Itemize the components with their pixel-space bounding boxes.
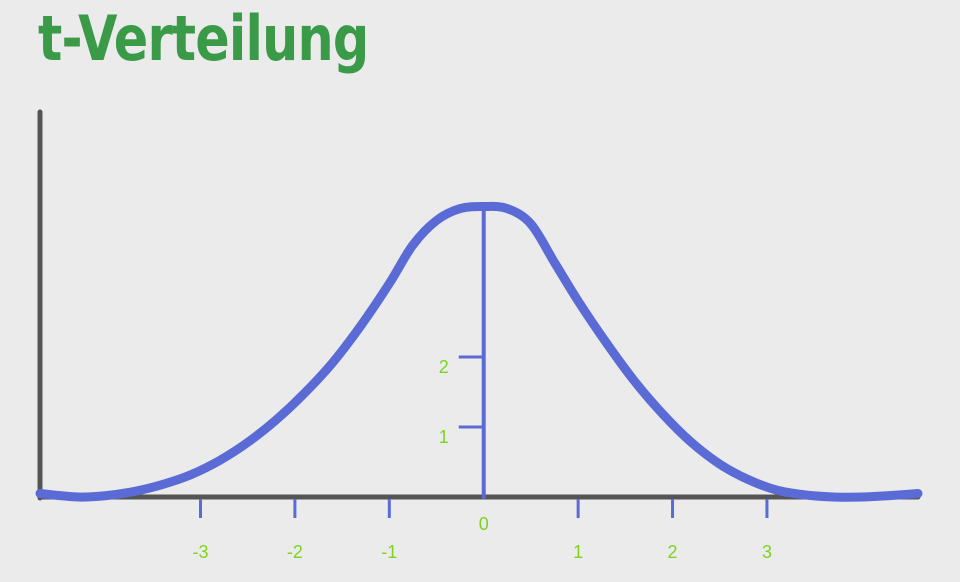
x-tick-label: -1 — [381, 542, 397, 562]
x-tick-label: 1 — [573, 542, 583, 562]
x-tick-label: 3 — [762, 542, 772, 562]
x-tick-labels: -3 -2 -1 0 1 2 3 — [192, 514, 771, 562]
x-tick-label: -2 — [287, 542, 303, 562]
x-ticks — [198, 499, 769, 518]
y-ticks — [458, 355, 484, 429]
x-tick-label: 0 — [479, 514, 489, 534]
t-distribution-curve — [35, 201, 923, 502]
x-tick-label: 2 — [668, 542, 678, 562]
y-tick-label: 1 — [439, 427, 449, 447]
chart-title: t-Verteilung — [38, 2, 369, 75]
y-tick-label: 2 — [439, 357, 449, 377]
y-tick-labels: 12 — [439, 357, 449, 447]
x-tick-label: -3 — [192, 542, 208, 562]
